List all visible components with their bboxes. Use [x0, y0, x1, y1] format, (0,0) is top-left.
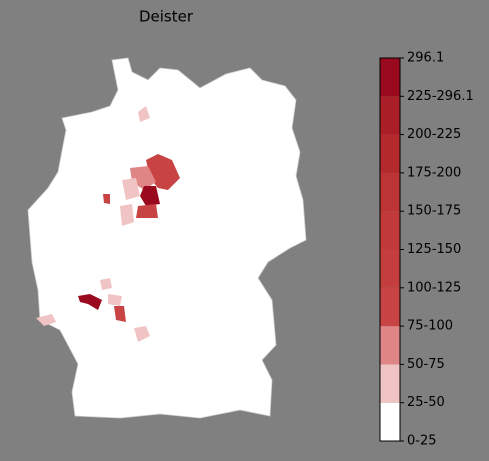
- colorbar-label: 50-75: [407, 357, 445, 372]
- colorbar-segment: [380, 402, 400, 441]
- colorbar-segment: [380, 326, 400, 365]
- colorbar-segment: [380, 96, 400, 135]
- district: [100, 278, 112, 290]
- colorbar-label: 175-200: [407, 165, 461, 180]
- district: [114, 306, 126, 322]
- colorbar-label: 296.1: [407, 51, 444, 66]
- district: [108, 294, 122, 306]
- colorbar-segment: [380, 211, 400, 250]
- colorbar-label: 200-225: [407, 127, 461, 142]
- district: [103, 194, 110, 204]
- district: [36, 314, 56, 326]
- colorbar-label: 150-175: [407, 204, 461, 219]
- colorbar-segment: [380, 287, 400, 327]
- district: [138, 106, 150, 122]
- colorbar-label: 125-150: [407, 242, 461, 257]
- colorbar-label: 25-50: [407, 395, 445, 410]
- district: [122, 178, 140, 200]
- colorbar-label: 225-296.1: [407, 89, 474, 104]
- colorbar-label: 75-100: [407, 319, 453, 334]
- district: [120, 204, 134, 226]
- colorbar-label: 0-25: [407, 434, 437, 449]
- district: [140, 186, 160, 206]
- germany-map: [27, 57, 307, 419]
- colorbar-segment: [380, 134, 400, 173]
- district: [78, 294, 102, 310]
- colorbar-label: 100-125: [407, 280, 461, 295]
- colorbar: 0-25 25-50 50-75 75-100 100-125 125-150 150-17…: [379, 51, 474, 449]
- colorbar-segment: [380, 249, 400, 288]
- colorbar-segment: [380, 364, 400, 403]
- district: [134, 326, 150, 342]
- district: [136, 204, 158, 218]
- colorbar-segment: [380, 172, 400, 212]
- highlighted-districts: [36, 106, 180, 342]
- country-outline: [27, 57, 307, 419]
- colorbar-segment: [380, 58, 400, 97]
- map-title: Deister: [139, 8, 194, 26]
